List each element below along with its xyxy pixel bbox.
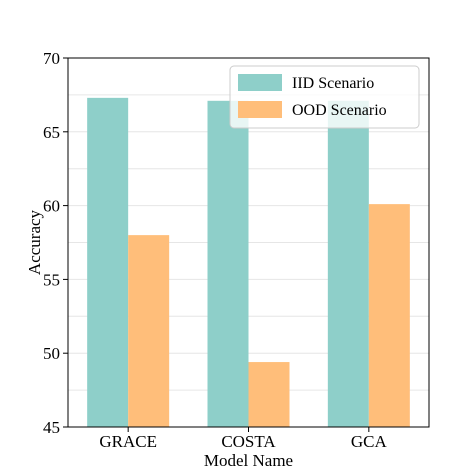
bar-grace-iid	[87, 97, 129, 428]
y-tick-label: 45	[43, 418, 60, 437]
legend-swatch	[238, 74, 282, 91]
x-tick-label: COSTA	[221, 432, 276, 451]
y-tick-label: 60	[43, 197, 60, 216]
bars-group	[87, 97, 410, 428]
legend: IID Scenario OOD Scenario	[229, 65, 420, 129]
legend-label: IID Scenario	[292, 75, 374, 92]
legend-swatch	[238, 101, 282, 118]
y-axis-ticks: 45 50 55 60 65 70	[43, 49, 68, 437]
y-tick-label: 55	[43, 270, 60, 289]
x-axis-label: Model Name	[204, 451, 293, 470]
bar-gca-ood	[368, 204, 410, 427]
legend-label: OOD Scenario	[292, 102, 387, 119]
x-axis-ticks: GRACE COSTA GCA	[99, 427, 387, 451]
x-tick-label: GRACE	[99, 432, 157, 451]
y-tick-label: 65	[43, 123, 60, 142]
y-axis-label: Accuracy	[25, 209, 44, 275]
bar-costa-iid	[207, 100, 249, 427]
y-tick-label: 70	[43, 49, 60, 68]
bar-grace-ood	[128, 235, 170, 427]
bar-gca-iid	[327, 100, 369, 427]
bar-costa-ood	[248, 362, 290, 427]
y-tick-label: 50	[43, 344, 60, 363]
x-tick-label: GCA	[351, 432, 388, 451]
